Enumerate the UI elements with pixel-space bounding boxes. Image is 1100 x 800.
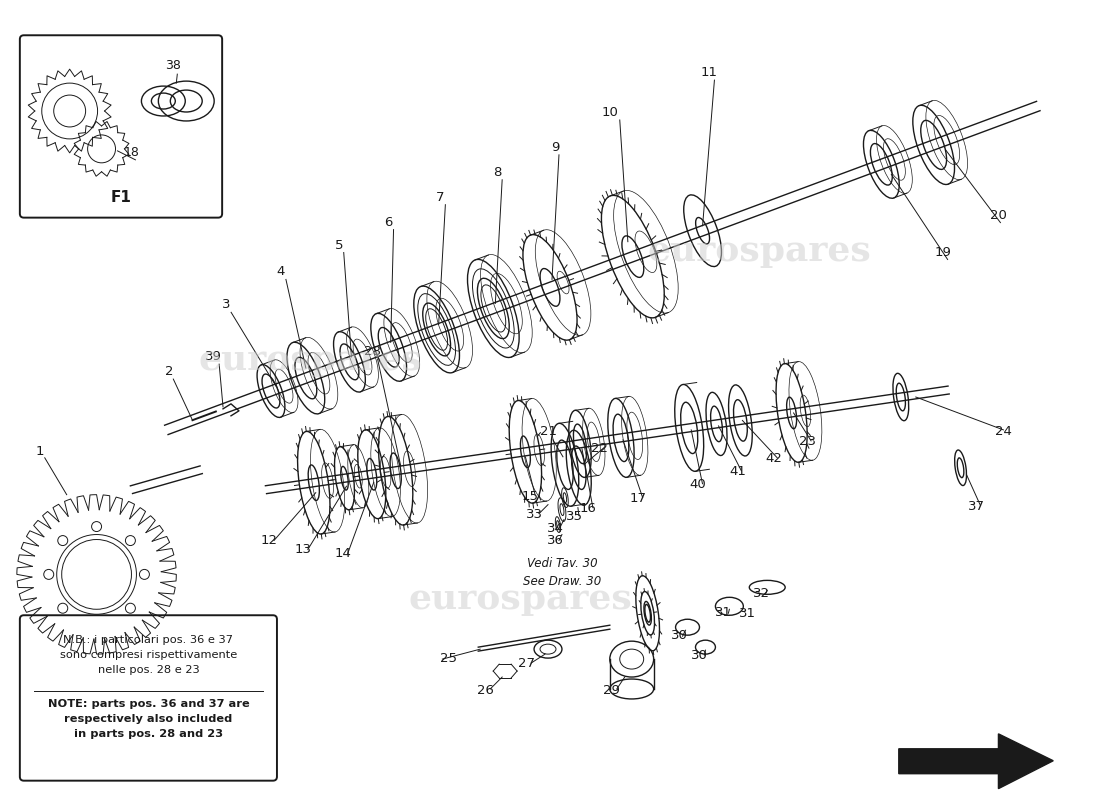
- Text: 36: 36: [547, 534, 563, 547]
- Text: 7: 7: [436, 190, 444, 204]
- Text: eurospares: eurospares: [199, 343, 422, 377]
- Text: 31: 31: [715, 606, 732, 619]
- FancyBboxPatch shape: [20, 615, 277, 781]
- Text: 23: 23: [799, 435, 815, 448]
- Text: 26: 26: [476, 684, 494, 697]
- FancyBboxPatch shape: [20, 35, 222, 218]
- Text: 12: 12: [261, 534, 277, 547]
- Text: N.B.: i particolari pos. 36 e 37
sono compresi rispettivamente
nelle pos. 28 e 2: N.B.: i particolari pos. 36 e 37 sono co…: [59, 635, 236, 674]
- Text: 9: 9: [551, 141, 559, 154]
- Text: 4: 4: [277, 266, 285, 278]
- Text: 20: 20: [990, 209, 1006, 222]
- Text: 41: 41: [729, 465, 746, 478]
- Text: Vedi Tav. 30
See Draw. 30: Vedi Tav. 30 See Draw. 30: [522, 558, 601, 589]
- Text: 13: 13: [295, 543, 311, 557]
- Text: 2: 2: [165, 365, 174, 378]
- Text: 10: 10: [602, 106, 618, 119]
- Text: 29: 29: [603, 684, 620, 697]
- Text: 15: 15: [521, 490, 539, 502]
- Text: 5: 5: [334, 238, 343, 251]
- Text: 25: 25: [440, 652, 456, 665]
- Text: 1: 1: [35, 445, 44, 458]
- Text: 18: 18: [123, 146, 140, 159]
- Text: 30: 30: [671, 629, 688, 642]
- Text: 42: 42: [766, 452, 783, 465]
- Polygon shape: [899, 734, 1053, 789]
- Text: NOTE: parts pos. 36 and 37 are
respectively also included
in parts pos. 28 and 2: NOTE: parts pos. 36 and 37 are respectiv…: [47, 699, 250, 738]
- Text: 22: 22: [592, 442, 608, 455]
- Text: 35: 35: [566, 510, 583, 522]
- Text: eurospares: eurospares: [648, 234, 871, 267]
- Text: 16: 16: [580, 502, 596, 514]
- Text: 33: 33: [526, 507, 542, 521]
- Text: 40: 40: [689, 478, 706, 490]
- Text: 24: 24: [996, 425, 1012, 438]
- Text: 8: 8: [493, 166, 502, 178]
- Text: 27: 27: [518, 657, 535, 670]
- Text: 30: 30: [691, 649, 708, 662]
- Text: 32: 32: [752, 587, 770, 600]
- Text: 34: 34: [547, 522, 563, 534]
- Text: 28: 28: [364, 345, 381, 358]
- Text: 19: 19: [934, 246, 952, 258]
- Text: F1: F1: [111, 190, 131, 205]
- Text: 14: 14: [334, 547, 351, 561]
- Text: eurospares: eurospares: [408, 582, 632, 616]
- Text: 17: 17: [629, 492, 646, 505]
- Text: 11: 11: [701, 66, 718, 79]
- Text: 6: 6: [384, 216, 393, 229]
- Text: 39: 39: [205, 350, 221, 363]
- Text: 38: 38: [165, 59, 182, 72]
- Text: 3: 3: [222, 298, 230, 311]
- Text: 21: 21: [539, 425, 557, 438]
- Text: 37: 37: [968, 500, 984, 513]
- Text: 31: 31: [739, 607, 756, 620]
